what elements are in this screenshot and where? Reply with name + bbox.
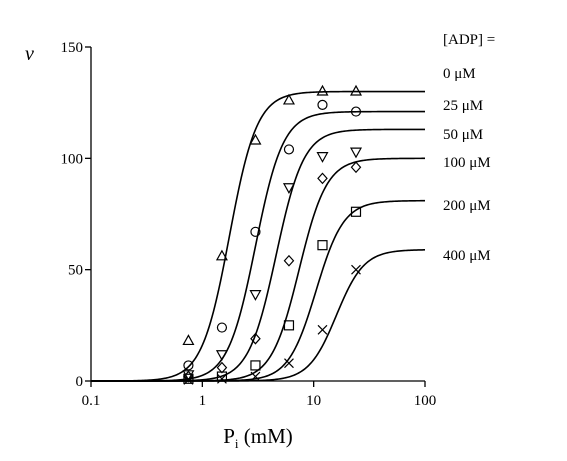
marker-square [350,206,362,217]
marker-circle [216,322,228,333]
marker-triangle-down [249,290,262,301]
marker-x [351,264,361,275]
marker-x [317,324,328,335]
y-axis-label: v [25,43,34,65]
marker-triangle-up [215,249,228,261]
marker-circle [317,99,328,110]
series-label: 50 μM [443,127,483,143]
marker-triangle-up [182,334,195,346]
marker-circle [283,144,295,155]
y-tick-label: 50 [68,263,83,279]
marker-triangle-up [282,93,295,105]
x-axis: 0.1 1 10 100 [82,380,437,409]
marker-circle [250,226,261,237]
series-label: 400 μM [443,248,491,264]
fit-curve [91,157,425,382]
series [91,157,425,383]
marker-x [183,374,194,385]
marker-square [317,240,328,251]
marker-square [183,373,194,384]
marker-x [284,358,294,369]
series-label: 25 μM [443,98,483,114]
marker-triangle-down [215,350,228,362]
marker-square [250,360,261,371]
series [91,99,425,382]
y-tick-label: 150 [61,40,84,56]
marker-diamond [350,161,362,174]
series-label: 0 μM [443,66,476,82]
y-tick-label: 0 [76,374,84,390]
legend-title: [ADP] = [443,32,495,48]
marker-diamond [283,254,295,267]
marker-diamond [317,172,328,185]
plot-area [91,84,426,385]
marker-triangle-up [349,84,363,96]
marker-x [250,371,261,382]
series-label: 200 μM [443,198,491,214]
marker-triangle-down [282,183,295,195]
marker-x [217,373,227,384]
x-tick-label: 10 [306,393,321,409]
marker-triangle-up [316,84,329,96]
y-tick-label: 100 [61,151,84,167]
x-axis-label: Pi (mM) [223,424,293,451]
marker-triangle-down [349,147,363,159]
series [91,128,425,382]
x-tick-label: 1 [199,393,207,409]
marker-triangle-down [316,152,329,163]
series [91,249,426,385]
marker-diamond [250,332,261,345]
marker-triangle-up [249,133,262,145]
y-axis: 0 50 100 150 [61,40,92,390]
x-axis-label-rest: (mM) [239,424,293,448]
marker-circle [350,106,362,117]
marker-circle [183,360,194,371]
x-tick-label: 0.1 [82,393,101,409]
x-axis-label-base: P [223,424,235,448]
x-tick-label: 100 [414,393,437,409]
series-labels: 0 μM 25 μM 50 μM 100 μM 200 μM 400 μM [443,66,491,264]
marker-square [283,320,295,331]
series-label: 100 μM [443,155,491,171]
x-axis-label-subscript: i [235,436,239,451]
fit-curve [91,128,425,382]
